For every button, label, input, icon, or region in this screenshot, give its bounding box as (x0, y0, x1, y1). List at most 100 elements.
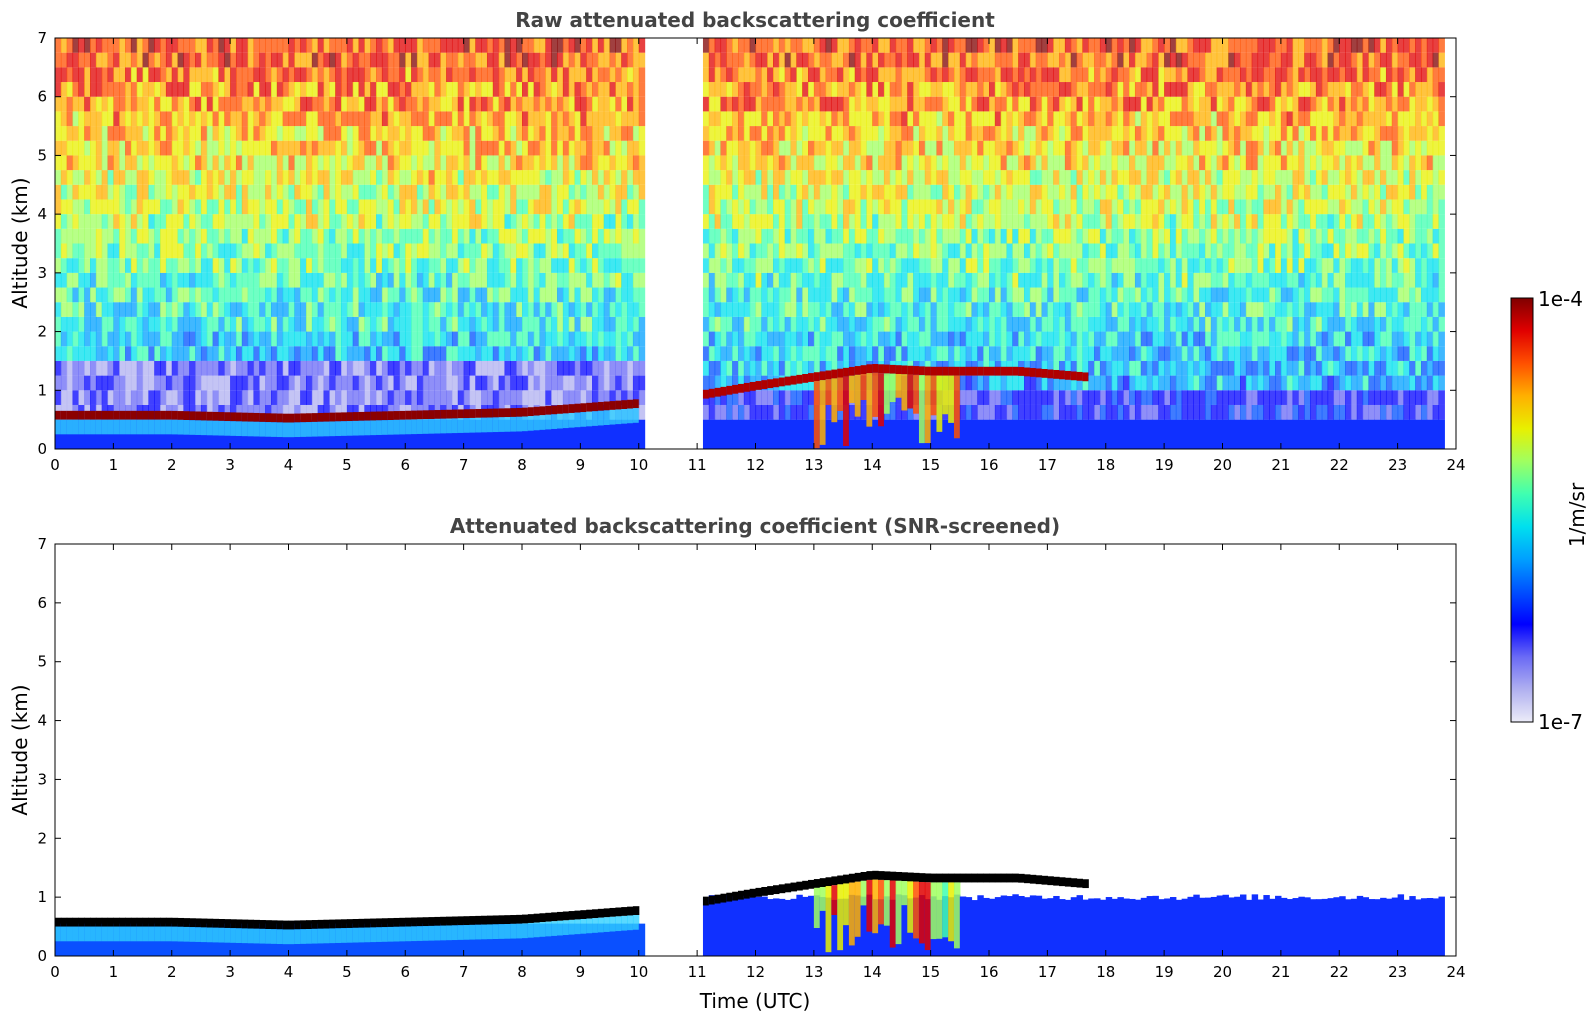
heatmap-cell (994, 287, 1002, 303)
heatmap-cell (165, 184, 173, 200)
heatmap-cell (317, 346, 325, 361)
heatmap-cell (265, 302, 272, 317)
heatmap-cell (574, 390, 581, 405)
heatmap-cell (101, 331, 109, 347)
heatmap-cell (1123, 375, 1130, 391)
heatmap-cell (615, 346, 622, 361)
heatmap-cell (784, 82, 792, 97)
heatmap-cell (247, 67, 255, 83)
heatmap-cell (259, 140, 266, 156)
heatmap-cell (883, 346, 891, 361)
heatmap-cell (1088, 302, 1095, 317)
heatmap-cell (446, 360, 453, 376)
heatmap-cell (1006, 390, 1013, 405)
heatmap-cell (808, 404, 815, 420)
heatmap-cell (358, 199, 365, 215)
heatmap-cell (825, 199, 832, 215)
heatmap-cell (1070, 360, 1078, 376)
heatmap-cell (107, 316, 114, 332)
heatmap-cell (352, 126, 360, 141)
precip-streak-cell (953, 375, 961, 439)
heatmap-cell (486, 214, 494, 229)
heatmap-cell (825, 67, 832, 83)
heatmap-cell (119, 214, 126, 229)
heatmap-cell (1012, 67, 1019, 83)
heatmap-cell (130, 214, 138, 229)
heatmap-cell (907, 302, 914, 317)
heatmap-cell (235, 67, 243, 83)
heatmap-cell (761, 243, 768, 259)
heatmap-cell (1123, 126, 1130, 141)
heatmap-cell (113, 302, 120, 317)
heatmap-cell (311, 287, 319, 303)
heatmap-cell (1076, 111, 1083, 127)
heatmap-cell (422, 155, 430, 171)
heatmap-cell (142, 287, 149, 303)
heatmap-cell (323, 404, 330, 420)
heatmap-cell (1047, 258, 1054, 273)
heatmap-cell (311, 258, 319, 273)
heatmap-cell (206, 184, 214, 200)
heatmap-cell (463, 419, 471, 449)
heatmap-cell (1088, 390, 1095, 405)
heatmap-cell (831, 140, 838, 156)
heatmap-cell (90, 82, 97, 97)
heatmap-cell (767, 287, 774, 303)
heatmap-cell (358, 126, 365, 141)
heatmap-cell (574, 140, 581, 156)
heatmap-cell (942, 38, 949, 53)
heatmap-cell (580, 155, 587, 171)
heatmap-cell (895, 419, 903, 449)
cloud-body-cell (498, 417, 506, 432)
precip-streak-cell (813, 381, 821, 449)
heatmap-cell (557, 199, 564, 215)
cloud-body-cell (416, 419, 424, 434)
heatmap-cell (440, 302, 447, 317)
heatmap-cell (486, 287, 494, 303)
cloud-base-cell (580, 403, 587, 413)
heatmap-cell (708, 184, 716, 200)
heatmap-cell (311, 214, 319, 229)
heatmap-cell (627, 184, 634, 200)
heatmap-cell (714, 331, 722, 347)
heatmap-cell (171, 96, 179, 112)
heatmap-cell (160, 199, 167, 215)
heatmap-cell (335, 272, 342, 288)
heatmap-cell (335, 331, 342, 347)
heatmap-cell (755, 170, 762, 185)
heatmap-cell (784, 38, 792, 53)
heatmap-cell (808, 346, 815, 361)
cloud-base-cell (335, 412, 342, 422)
heatmap-cell (883, 170, 891, 185)
heatmap-cell (107, 375, 114, 391)
heatmap-cell (276, 258, 284, 273)
heatmap-cell (767, 214, 774, 229)
heatmap-cell (259, 184, 266, 200)
cloud-layer-cell (819, 371, 827, 381)
heatmap-cell (545, 258, 552, 273)
heatmap-cell (539, 287, 546, 303)
heatmap-cell (953, 140, 961, 156)
heatmap-cell (341, 404, 348, 420)
heatmap-cell (171, 111, 179, 127)
heatmap-cell (101, 346, 109, 361)
heatmap-cell (130, 346, 138, 361)
heatmap-cell (136, 390, 144, 405)
heatmap-cell (422, 38, 430, 53)
heatmap-cell (592, 155, 599, 171)
heatmap-cell (1012, 170, 1019, 185)
heatmap-cell (609, 272, 616, 288)
heatmap-cell (481, 360, 488, 376)
heatmap-cell (533, 52, 541, 68)
heatmap-cell (72, 111, 79, 127)
heatmap-cell (235, 287, 243, 303)
heatmap-cell (1129, 375, 1136, 391)
heatmap-cell (66, 155, 74, 171)
cloud-base-cell (627, 399, 634, 409)
heatmap-cell (411, 375, 418, 391)
heatmap-cell (1059, 404, 1066, 420)
heatmap-cell (971, 419, 978, 449)
heatmap-cell (1059, 199, 1066, 215)
heatmap-cell (183, 346, 190, 361)
heatmap-cell (1006, 111, 1013, 127)
